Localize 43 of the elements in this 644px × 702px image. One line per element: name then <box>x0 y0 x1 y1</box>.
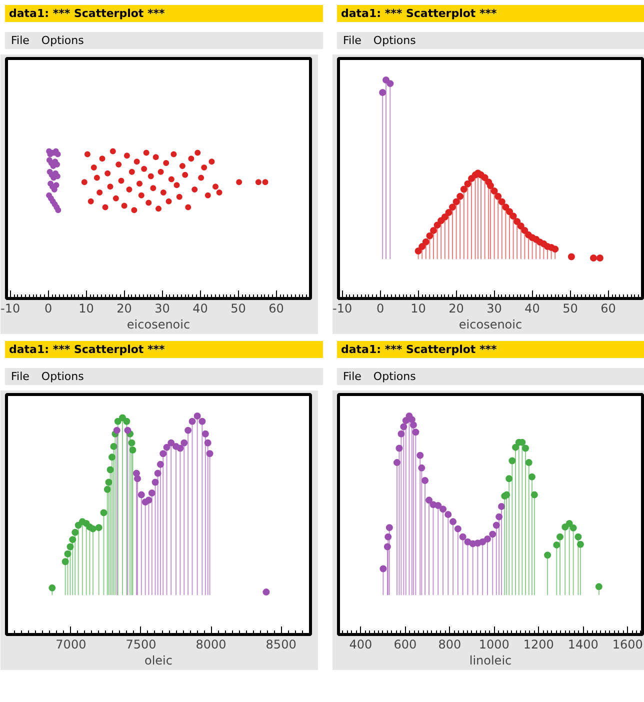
x-tick-label: 40 <box>524 302 540 316</box>
x-tick-label: 1400 <box>568 638 598 652</box>
x-tick-label: -10 <box>332 302 352 316</box>
x-tick-label: 0 <box>376 302 384 316</box>
text: Options <box>41 34 84 47</box>
text: Options <box>373 370 416 383</box>
chart-title: data1: *** Scatterplot *** <box>9 6 165 22</box>
x-tick-label: 600 <box>394 638 417 652</box>
text: File <box>11 34 30 47</box>
x-tick-label: 7500 <box>126 638 156 652</box>
x-tick-label: 7000 <box>56 638 86 652</box>
x-tick-label: 50 <box>562 302 578 316</box>
text: File <box>343 34 362 47</box>
x-tick-label: 800 <box>438 638 462 652</box>
chart-title: data1: *** Scatterplot *** <box>341 6 497 22</box>
x-tick-label: 8000 <box>196 638 226 652</box>
x-tick-label: 60 <box>268 302 284 316</box>
x-tick-label: 1000 <box>478 638 510 652</box>
text: File <box>11 370 30 383</box>
x-tick-label: 1200 <box>523 638 554 652</box>
x-tick-label: 30 <box>154 302 170 316</box>
x-tick-label: 10 <box>410 302 426 316</box>
chart-title: data1: *** Scatterplot *** <box>341 342 497 358</box>
x-axis-title: eicosenoic <box>458 318 522 332</box>
chart-title: data1: *** Scatterplot *** <box>9 342 165 358</box>
x-tick-label: 20 <box>448 302 464 316</box>
x-tick-label: 20 <box>116 302 132 316</box>
text: File <box>343 370 362 383</box>
x-tick-label: 10 <box>78 302 94 316</box>
text: Options <box>373 34 416 47</box>
text: Options <box>41 370 84 383</box>
x-tick-label: 0 <box>44 302 52 316</box>
x-tick-label: 1600 <box>612 638 643 652</box>
x-axis-title: oleic <box>144 654 173 668</box>
x-tick-label: 60 <box>600 302 616 316</box>
x-tick-label: 40 <box>192 302 208 316</box>
x-tick-label: 30 <box>486 302 502 316</box>
x-tick-label: 8500 <box>266 638 296 652</box>
x-axis-title: eicosenoic <box>126 318 190 332</box>
x-tick-label: -10 <box>0 302 20 316</box>
x-tick-label: 50 <box>230 302 246 316</box>
x-axis-title: linoleic <box>469 654 512 668</box>
x-tick-label: 400 <box>349 638 372 652</box>
